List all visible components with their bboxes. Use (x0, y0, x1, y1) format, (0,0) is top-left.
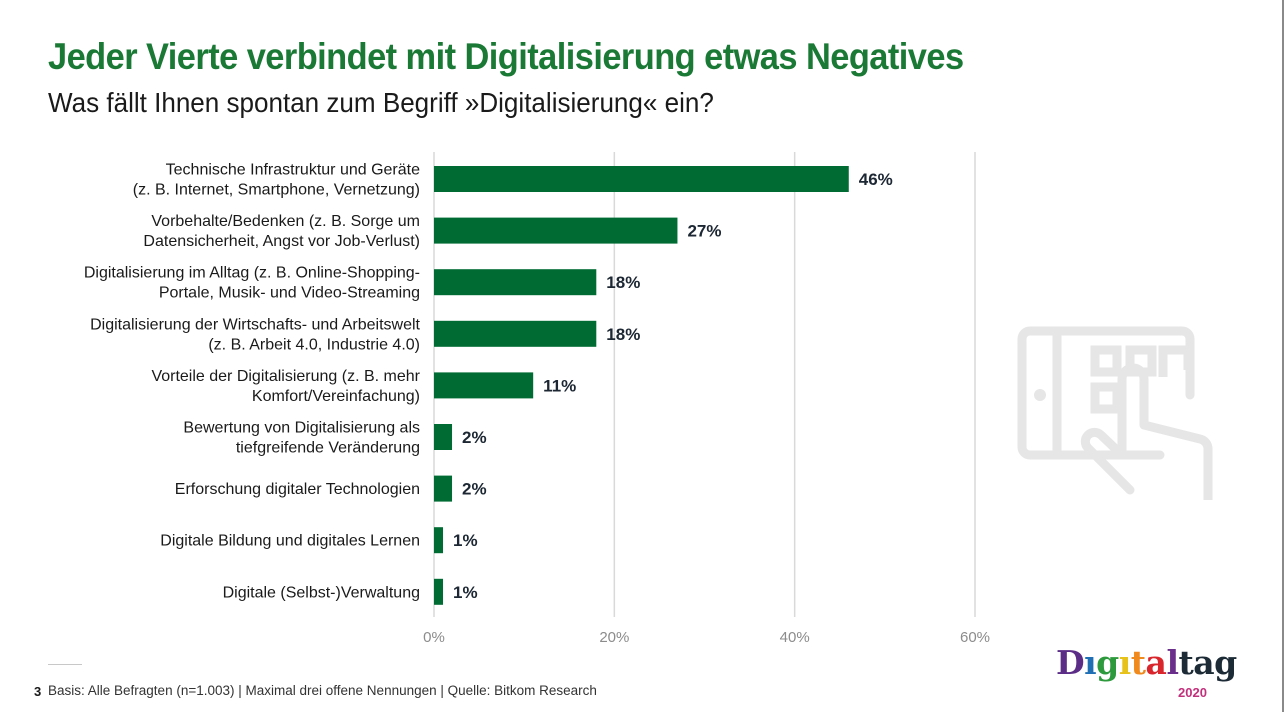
category-labels: Technische Infrastruktur und Geräte (z. B… (84, 162, 421, 602)
category-label: Datensicherheit, Angst vor Job-Verlust) (143, 233, 420, 250)
category-label: Portale, Musik- und Video-Streaming (159, 285, 420, 302)
logo-letter: a (1193, 643, 1215, 682)
bar (434, 475, 453, 502)
logo-letter: t (1178, 643, 1194, 682)
slide-title: Jeder Vierte verbindet mit Digitalisieru… (48, 36, 964, 77)
bar (434, 320, 597, 347)
category-label: Komfort/Vereinfachung) (252, 388, 420, 405)
x-tick-label: 0% (423, 629, 445, 646)
bars (434, 166, 849, 605)
tablet-touch-icon (1017, 326, 1213, 500)
logo-letter: t (1130, 643, 1146, 682)
value-label: 2% (462, 428, 487, 447)
value-label: 1% (453, 531, 478, 550)
logo-letter: D (1056, 643, 1085, 682)
bar (434, 217, 678, 244)
bar (434, 372, 534, 399)
bar (434, 578, 444, 605)
category-label: Digitale (Selbst-)Verwaltung (223, 584, 420, 601)
x-tick-label: 60% (960, 629, 990, 646)
value-label: 2% (462, 480, 487, 499)
slide-border (1282, 0, 1284, 712)
value-label: 1% (453, 583, 478, 602)
category-label: Erforschung digitaler Technologien (175, 481, 420, 498)
page-number: 3 (34, 684, 42, 699)
category-label: Digitalisierung der Wirtschafts- und Arb… (90, 316, 420, 333)
bar (434, 269, 597, 296)
logo-letter: ı (1084, 643, 1097, 682)
value-label: 11% (543, 376, 576, 395)
source-note: Basis: Alle Befragten (n=1.003) | Maxima… (48, 683, 597, 698)
x-tick-label: 40% (780, 629, 810, 646)
category-label: tiefgreifende Veränderung (236, 440, 420, 457)
category-label: Bewertung von Digitalisierung als (183, 420, 420, 437)
logo-letter: a (1145, 643, 1167, 682)
value-label: 18% (606, 273, 640, 292)
x-tick-label: 20% (599, 629, 629, 646)
logo-letter: g (1096, 643, 1119, 682)
category-label: Digitalisierung im Alltag (z. B. Online-… (84, 265, 420, 282)
value-label: 46% (859, 170, 893, 189)
category-label: Technische Infrastruktur und Geräte (166, 162, 420, 179)
slide-subtitle: Was fällt Ihnen spontan zum Begriff »Dig… (48, 87, 714, 118)
logo-letter: g (1214, 643, 1237, 682)
category-label: (z. B. Arbeit 4.0, Industrie 4.0) (208, 336, 420, 353)
value-label: 18% (606, 325, 640, 344)
bar (434, 527, 444, 554)
category-label: (z. B. Internet, Smartphone, Vernetzung) (133, 182, 420, 199)
digitaltag-logo: Dıgıtaltag (1056, 646, 1237, 679)
bar (434, 424, 453, 450)
logo-year: 2020 (1178, 685, 1207, 700)
bar (434, 166, 849, 192)
value-labels: 46% 27% 18% 18% 11% 2% 2% 1% 1% (453, 170, 893, 602)
category-label: Vorbehalte/Bedenken (z. B. Sorge um (151, 213, 420, 230)
logo-letter: ı (1118, 643, 1132, 682)
category-label: Vorteile der Digitalisierung (z. B. mehr (151, 368, 420, 385)
footer-divider (48, 664, 82, 665)
category-label: Digitale Bildung und digitales Lernen (160, 533, 420, 550)
x-axis-ticks: 0% 20% 40% 60% (423, 629, 990, 646)
logo-letter: l (1166, 643, 1179, 682)
value-label: 27% (687, 222, 721, 241)
